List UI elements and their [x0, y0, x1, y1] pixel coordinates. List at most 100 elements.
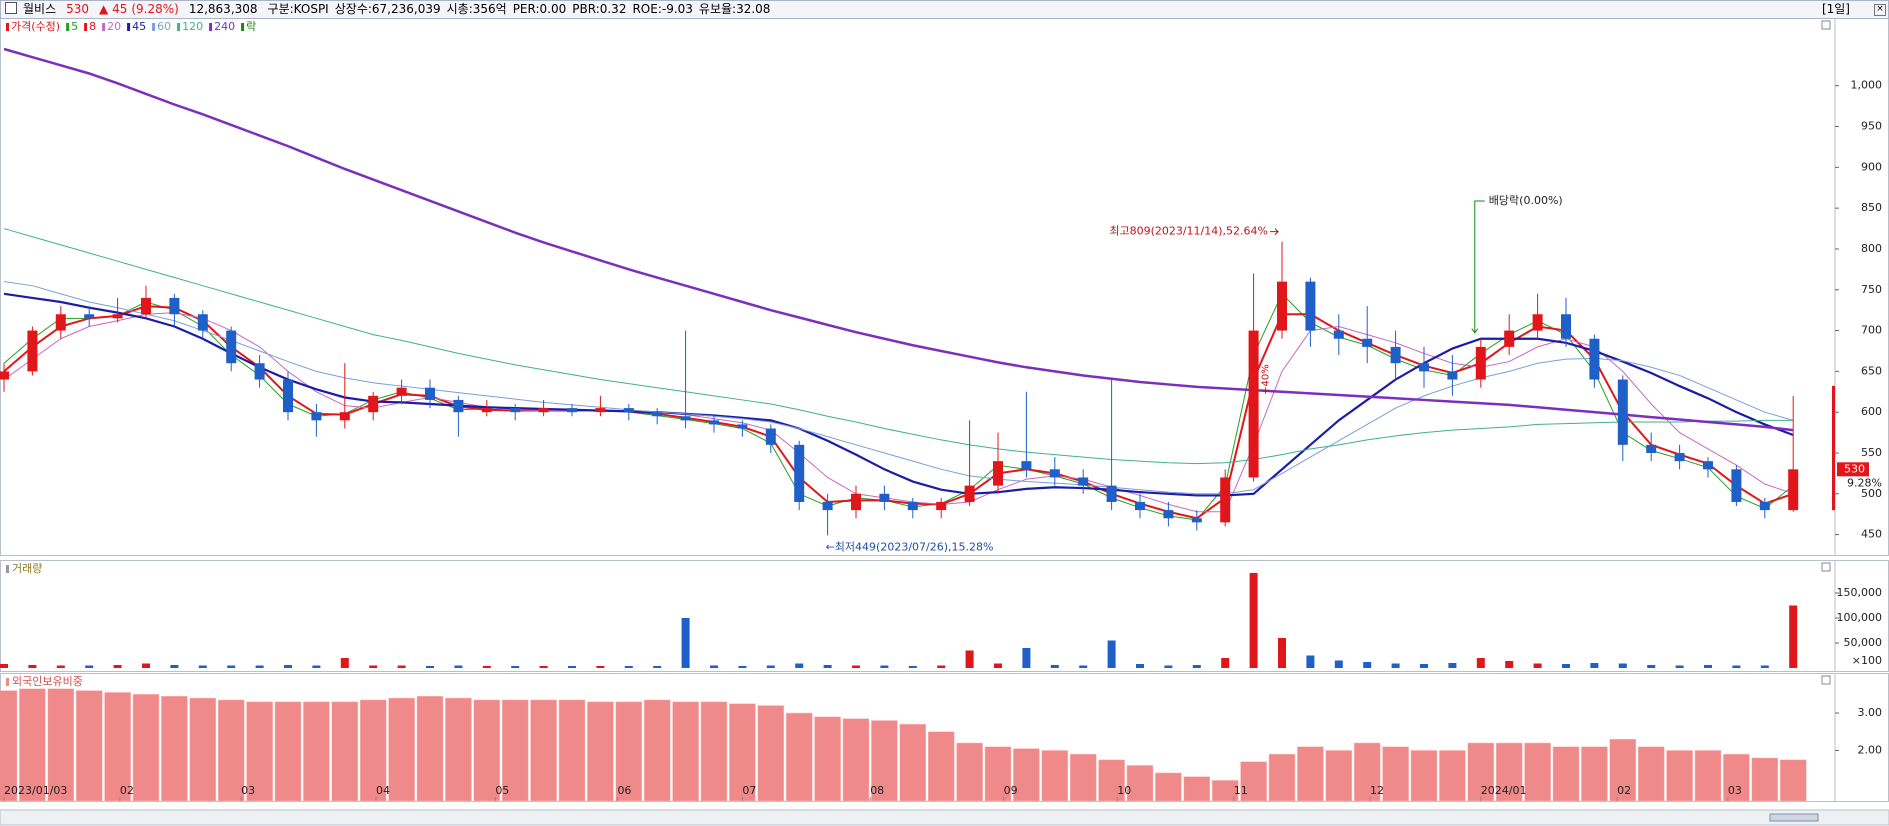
ratio-bar [1723, 753, 1750, 802]
panel-title: 거래량 [12, 562, 42, 575]
ratio-bar [47, 688, 75, 802]
volume-bar [852, 665, 860, 668]
legend-label: 8 [89, 20, 96, 33]
legend-swatch [84, 23, 88, 31]
ratio-bar [1609, 738, 1637, 802]
candle-body [879, 493, 890, 502]
ratio-bar [530, 699, 557, 802]
ratio-bar [104, 692, 131, 802]
ratio-bar [246, 701, 273, 802]
volume-bar [1079, 665, 1088, 668]
ratio-bar [1410, 750, 1438, 802]
volume-bar [1647, 665, 1656, 668]
volume-bar [738, 666, 747, 668]
x-tick-label: 2023/01/03 [4, 784, 67, 797]
last-change: 9.28% [1847, 476, 1882, 489]
candle-body [425, 387, 435, 400]
candle-body [709, 420, 719, 425]
legend-swatch [6, 678, 9, 686]
candle-body [1333, 330, 1344, 339]
volume: 12,863,308 [188, 2, 258, 16]
volume-bar [1306, 655, 1315, 668]
volume-bar [1050, 665, 1059, 668]
panel-frame [0, 19, 1889, 556]
close-button[interactable]: × [1874, 4, 1886, 16]
ratio-bar [416, 695, 444, 802]
y-tick-label: 600 [1861, 405, 1882, 418]
candle-body [84, 314, 95, 319]
volume-bar [1221, 658, 1230, 668]
candle-body [851, 493, 861, 511]
volume-bar [1675, 665, 1684, 668]
ratio-bar [1439, 750, 1466, 802]
candle-body [1703, 461, 1713, 470]
candle-body [567, 408, 577, 413]
volume-bar [227, 665, 236, 668]
x-tick-label: 2024/01 [1481, 784, 1527, 797]
y-tick-label: 650 [1861, 364, 1882, 377]
ratio-bar [871, 720, 898, 802]
x-tick-label: 12 [1370, 784, 1384, 797]
candle-body [1788, 469, 1799, 511]
volume-bar [142, 663, 150, 668]
x-tick-label: 04 [376, 784, 390, 797]
volume-bar [766, 665, 775, 668]
candle-body [1617, 379, 1628, 445]
ratio-bar [1353, 742, 1381, 802]
y-tick-label: 100,000 [1837, 611, 1883, 624]
x-tick-label: 02 [1617, 784, 1631, 797]
ratio-bar [1382, 746, 1409, 802]
legend-label: 락 [246, 20, 256, 33]
candle-body [1419, 363, 1429, 372]
ratio-bar [984, 746, 1012, 802]
ma-line [3, 312, 1794, 513]
candle-body [1021, 461, 1032, 470]
ratio-bar [473, 699, 501, 802]
volume-bar [1590, 663, 1599, 668]
volume-bar [482, 666, 491, 668]
candle-body [1731, 469, 1742, 502]
legend-swatch [6, 23, 9, 31]
volume-bar [1363, 662, 1372, 668]
rate: (9.28%) [131, 2, 179, 16]
volume-bar [511, 666, 520, 668]
ratio-bar [700, 701, 728, 802]
ratio-bar [501, 699, 529, 802]
volume-bar [1022, 648, 1031, 668]
legend-label: 45 [132, 20, 146, 33]
panel-frame [0, 560, 1889, 672]
annotation-low: ←최저449(2023/07/26),15.28% [826, 540, 994, 553]
volume-bar [1334, 660, 1343, 668]
x-tick-label: 07 [742, 784, 756, 797]
ratio-bar [217, 699, 245, 802]
volume-bar [1391, 663, 1400, 668]
ma-line [3, 292, 1794, 521]
ratio-bar [615, 701, 643, 802]
volume-bar [0, 664, 8, 668]
candle-body [453, 399, 464, 413]
candle-body [1248, 330, 1259, 478]
legend-swatch [152, 23, 156, 31]
legend-swatch [177, 23, 181, 31]
ratio-bar [1069, 753, 1097, 802]
ratio-bar [1751, 757, 1779, 802]
ratio-bar [1126, 765, 1154, 802]
candle-body [680, 416, 691, 421]
candle-body [737, 424, 748, 429]
ratio-bar [359, 699, 387, 802]
ratio-bar [1183, 776, 1211, 802]
checkbox[interactable] [5, 2, 17, 14]
volume-bar [1533, 663, 1542, 668]
field: 유보율:32.08 [698, 2, 771, 16]
price: 530 [66, 2, 90, 16]
volume-bar [113, 665, 122, 668]
ratio-bar [785, 712, 813, 802]
period[interactable]: [1일] [1821, 2, 1850, 16]
candle-body [1646, 444, 1657, 453]
candle-body [538, 408, 549, 413]
stock-name: 월비스 [23, 2, 57, 16]
ratio-bar [587, 701, 614, 802]
ratio-bar [1041, 750, 1069, 802]
ratio-bar [1013, 748, 1040, 802]
legend-label: 240 [214, 20, 235, 33]
